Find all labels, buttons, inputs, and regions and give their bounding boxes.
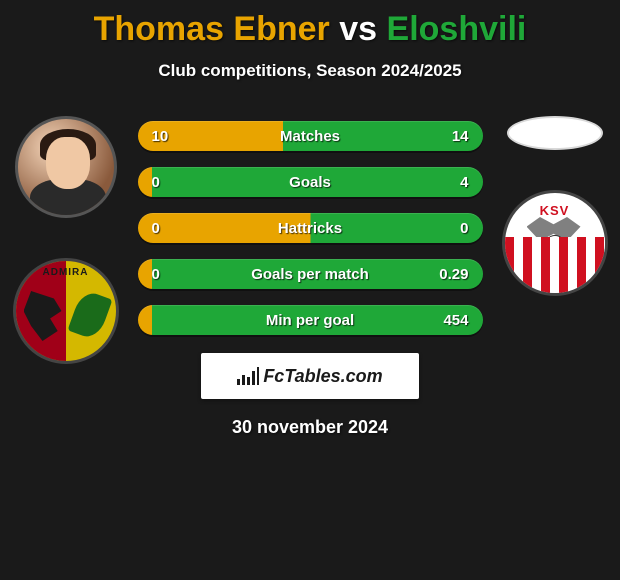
leaf-icon (67, 289, 112, 341)
avatar-head-shape (46, 137, 90, 189)
club2-label: KSV (505, 203, 605, 218)
club2-stripes (505, 237, 605, 293)
stat-label: Min per goal (138, 312, 483, 329)
dragon-icon (24, 291, 62, 341)
left-player-column: ADMIRA (8, 116, 123, 364)
stat-row-min-per-goal: Min per goal 454 (138, 305, 483, 335)
title-player2: Eloshvili (387, 10, 527, 48)
watermark-text: FcTables.com (263, 366, 382, 387)
stat-label: Goals (138, 174, 483, 191)
page-title: Thomas Ebner vs Eloshvili (0, 10, 620, 49)
stat-rows: 10 Matches 14 0 Goals 4 0 Hattricks 0 0 … (138, 121, 483, 335)
club1-arc-text: ADMIRA (16, 267, 116, 278)
right-player-column: KSV (497, 116, 612, 296)
stat-label: Hattricks (138, 220, 483, 237)
player2-avatar-placeholder (507, 116, 603, 150)
title-player1: Thomas Ebner (94, 10, 330, 48)
player1-club-badge: ADMIRA (13, 258, 119, 364)
watermark: FcTables.com (201, 353, 419, 399)
stat-row-goals: 0 Goals 4 (138, 167, 483, 197)
player1-avatar (15, 116, 117, 218)
stat-label: Goals per match (138, 266, 483, 283)
stat-label: Matches (138, 128, 483, 145)
title-vs: vs (339, 10, 377, 48)
date: 30 november 2024 (0, 417, 620, 438)
stat-row-goals-per-match: 0 Goals per match 0.29 (138, 259, 483, 289)
comparison-card: Thomas Ebner vs Eloshvili Club competiti… (0, 0, 620, 438)
stat-row-hattricks: 0 Hattricks 0 (138, 213, 483, 243)
subtitle: Club competitions, Season 2024/2025 (0, 61, 620, 81)
stat-row-matches: 10 Matches 14 (138, 121, 483, 151)
player2-club-badge: KSV (502, 190, 608, 296)
stats-area: ADMIRA KSV 10 Matches 14 0 Goals (0, 121, 620, 438)
bars-icon (237, 367, 259, 385)
